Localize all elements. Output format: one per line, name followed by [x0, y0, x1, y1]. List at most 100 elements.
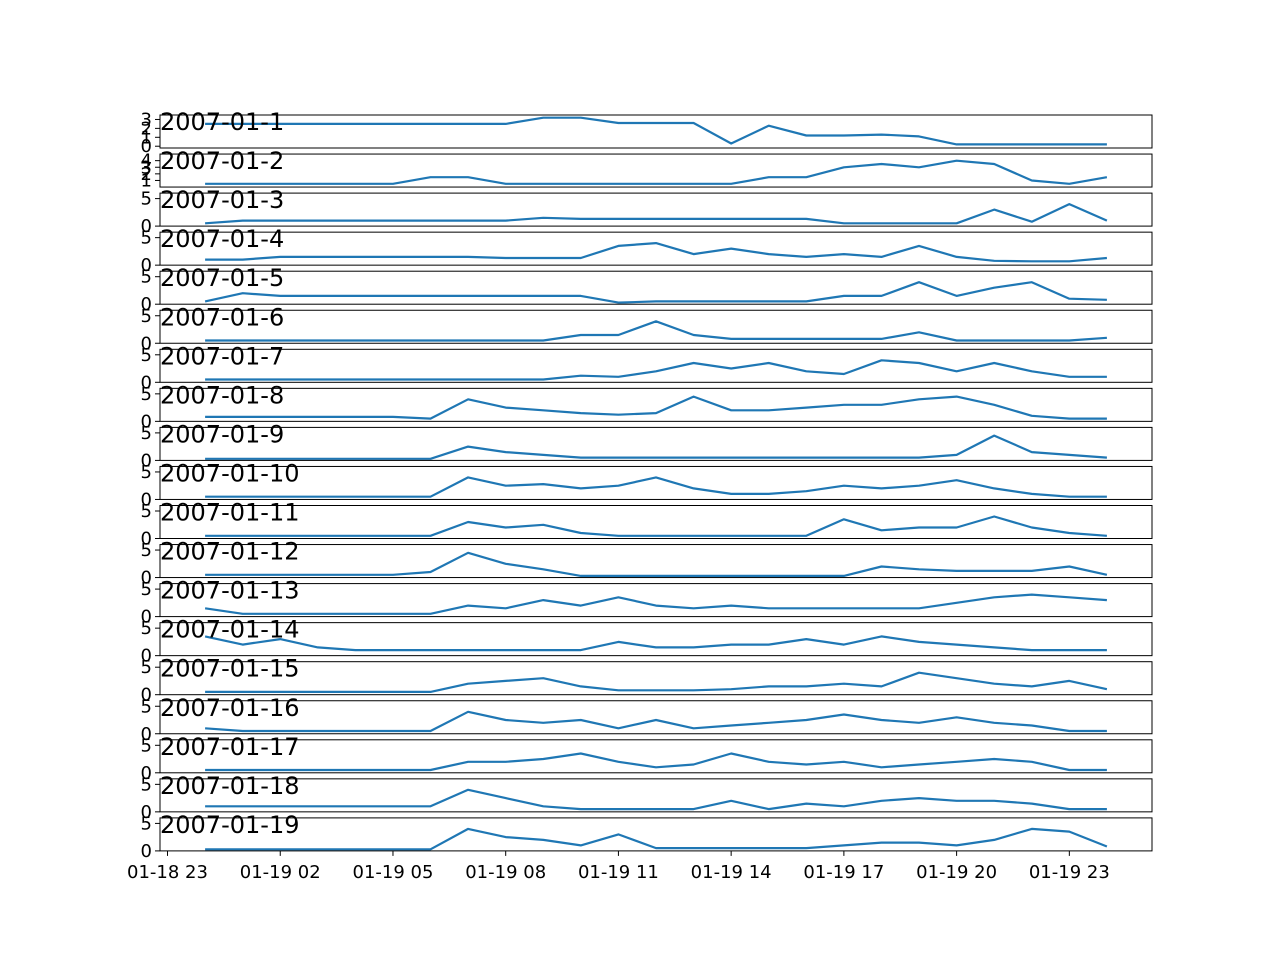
x-tick-label: 01-19 11: [578, 862, 659, 883]
series-line: [205, 515, 1107, 537]
series-line: [205, 116, 1107, 146]
y-tick-label: 3: [141, 157, 152, 178]
y-tick-label: 2: [141, 164, 152, 185]
y-tick-label: 0: [141, 450, 152, 471]
subplot-title: 2007-01-16: [160, 694, 299, 722]
series-line: [204, 281, 1107, 304]
series-line: [205, 788, 1107, 811]
y-tick-label: 2: [141, 118, 152, 139]
subplot-title: 2007-01-18: [160, 772, 299, 800]
series-line: [205, 320, 1107, 342]
x-tick-label: 01-19 20: [916, 862, 997, 883]
y-tick-label: 1: [141, 170, 152, 191]
y-tick-label: 0: [141, 136, 152, 157]
subplot-title: 2007-01-6: [160, 303, 284, 331]
y-tick-label: 5: [141, 774, 152, 795]
y-tick-label: 5: [141, 618, 152, 639]
axes-frame: [159, 387, 1153, 422]
subplot-title: 2007-01-3: [160, 186, 284, 214]
axes-frame: [159, 622, 1153, 657]
y-tick-label: 0: [141, 763, 152, 784]
y-tick-label: 5: [141, 501, 152, 522]
y-tick-label: 4: [141, 151, 152, 172]
y-tick-label: 0: [141, 646, 152, 667]
subplot-title: 2007-01-4: [160, 225, 284, 253]
y-tick-label: 5: [141, 345, 152, 366]
axes-frame: [159, 348, 1153, 383]
subplot-title: 2007-01-14: [160, 616, 299, 644]
subplot-title: 2007-01-8: [160, 381, 284, 409]
series-line: [204, 593, 1107, 615]
y-tick-label: 1: [141, 127, 152, 148]
subplot-title: 2007-01-7: [160, 342, 284, 370]
axes-frame: [159, 270, 1153, 305]
subplot-title: 2007-01-10: [160, 459, 299, 487]
y-tick-label: 0: [141, 841, 152, 862]
series-line: [205, 395, 1107, 420]
series-line: [205, 359, 1107, 381]
x-tick-label: 01-18 23: [127, 862, 208, 883]
subplot-title: 2007-01-2: [160, 147, 284, 175]
y-tick-label: 5: [141, 735, 152, 756]
y-tick-label: 5: [141, 267, 152, 288]
axes-frame: [159, 426, 1153, 461]
x-tick-label: 01-19 08: [465, 862, 546, 883]
axes-frame: [159, 583, 1153, 618]
subplot-title: 2007-01-13: [160, 577, 299, 605]
x-tick-label: 01-19 17: [803, 862, 884, 883]
x-tick-label: 01-19 02: [240, 862, 321, 883]
subplot-title: 2007-01-9: [160, 420, 284, 448]
series-line: [205, 551, 1108, 577]
series-line: [205, 710, 1107, 733]
series-line: [205, 159, 1108, 185]
y-tick-label: 3: [141, 109, 152, 130]
y-tick-label: 0: [141, 255, 152, 276]
series-line: [205, 434, 1107, 460]
y-tick-label: 0: [141, 294, 152, 315]
y-tick-label: 5: [141, 462, 152, 483]
y-tick-label: 0: [141, 333, 152, 354]
x-tick-label: 01-19 05: [353, 862, 434, 883]
axes-frame: [159, 231, 1153, 266]
axes-frame: [159, 505, 1153, 539]
y-tick-label: 5: [141, 696, 152, 717]
series-line: [205, 203, 1108, 225]
axes-frame: [159, 700, 1153, 735]
y-tick-label: 0: [141, 411, 152, 432]
axes-frame: [159, 817, 1153, 852]
y-tick-label: 0: [141, 216, 152, 237]
y-tick-label: 0: [141, 802, 152, 823]
series-line: [205, 242, 1107, 263]
y-tick-label: 0: [141, 529, 152, 550]
series-line: [205, 752, 1107, 772]
axes-frame: [159, 192, 1153, 227]
series-line: [205, 476, 1107, 498]
axes-frame: [159, 544, 1153, 579]
series-line: [205, 827, 1108, 851]
y-tick-label: 5: [141, 189, 152, 210]
axes-frame: [159, 465, 1153, 500]
y-tick-label: 0: [141, 724, 152, 745]
subplot-title: 2007-01-1: [160, 108, 284, 136]
subplot-title: 2007-01-15: [160, 655, 299, 683]
y-tick-label: 5: [141, 384, 152, 405]
y-tick-label: 0: [141, 607, 152, 628]
y-tick-label: 5: [141, 579, 152, 600]
y-tick-label: 0: [141, 372, 152, 393]
y-tick-label: 0: [141, 489, 152, 510]
series-line: [205, 671, 1108, 693]
axes-frame: [159, 153, 1153, 188]
subplot-title: 2007-01-12: [160, 538, 299, 566]
subplot-title: 2007-01-11: [160, 499, 299, 527]
axes-frame: [159, 114, 1153, 149]
axes-frame: [159, 309, 1153, 344]
x-tick-label: 01-19 23: [1029, 862, 1110, 883]
axes-frame: [159, 739, 1153, 774]
subplot-title: 2007-01-5: [160, 264, 284, 292]
y-tick-label: 5: [141, 540, 152, 561]
y-tick-label: 5: [141, 813, 152, 834]
axes-frame: [159, 778, 1153, 813]
subplot-title: 2007-01-17: [160, 733, 299, 761]
y-tick-label: 5: [141, 657, 152, 678]
